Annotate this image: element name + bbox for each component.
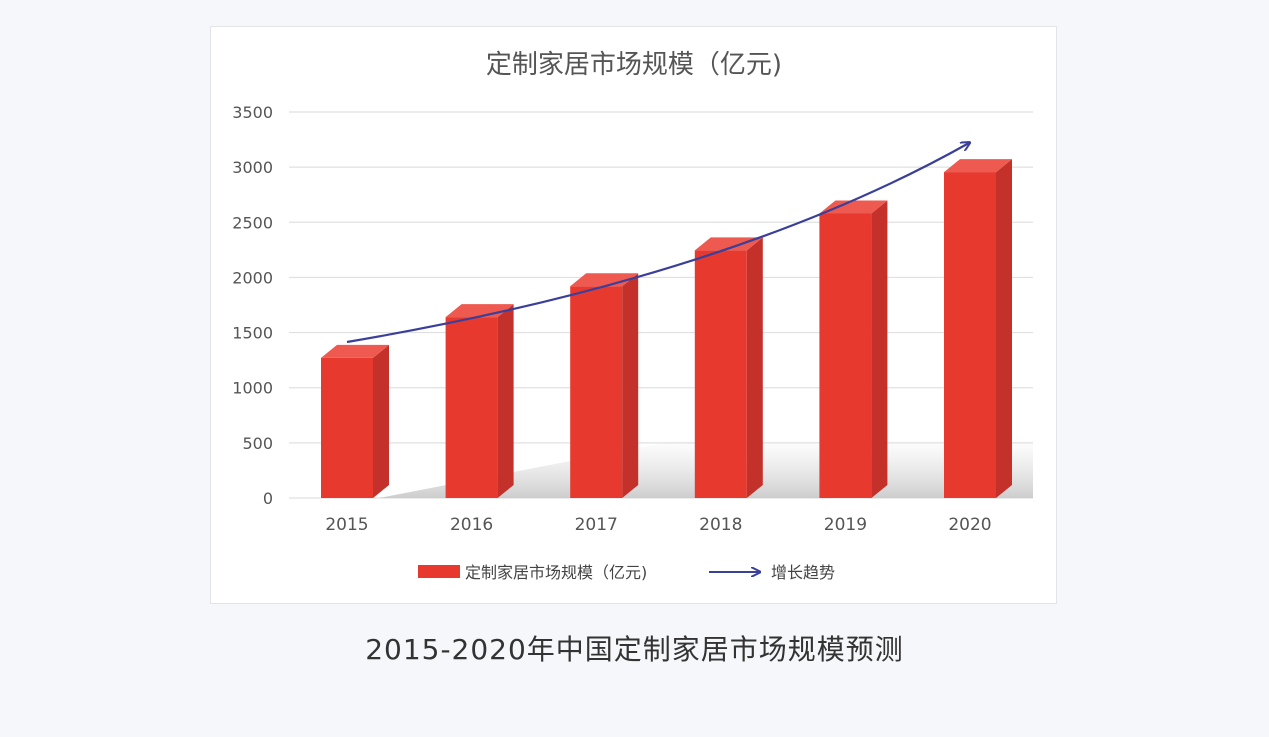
y-tick-label: 1000 — [232, 379, 273, 398]
x-tick-label: 2019 — [824, 515, 867, 535]
y-tick-label: 2500 — [232, 213, 273, 232]
bar — [944, 172, 996, 498]
bar-top — [694, 237, 763, 251]
bar-top — [321, 344, 389, 358]
x-tick-label: 2016 — [450, 515, 493, 535]
bar — [694, 250, 747, 498]
x-tick-label: 2020 — [948, 515, 991, 535]
trend-arrow — [346, 143, 969, 344]
y-tick-label: 3500 — [232, 103, 273, 122]
legend-label-trend: 增长趋势 — [771, 563, 835, 582]
y-tick-label: 500 — [242, 434, 273, 453]
bar-side — [497, 304, 514, 498]
chart-title: 定制家居市场规模（亿元) — [486, 50, 782, 80]
bar-top — [944, 159, 1012, 173]
y-tick-label: 1500 — [232, 324, 273, 343]
bar — [819, 213, 872, 498]
bar-side — [871, 200, 888, 498]
x-tick-label: 2017 — [575, 515, 618, 535]
bar-side — [373, 344, 389, 498]
bar — [445, 317, 498, 498]
chart-caption: 2015-2020年中国定制家居市场规模预测 — [365, 633, 904, 666]
x-tick-label: 2018 — [699, 515, 742, 535]
legend-swatch-bar — [418, 565, 460, 578]
bar — [321, 357, 373, 498]
bar-side — [622, 273, 639, 498]
bar-chart: 定制家居市场规模（亿元) 0 500 1000 1500 2000 2500 3000 3500… — [232, 50, 1033, 582]
bar-side — [996, 159, 1012, 498]
y-tick-label: 2000 — [232, 268, 273, 287]
y-tick-label: 0 — [263, 489, 273, 508]
legend-label-bar: 定制家居市场规模（亿元) — [465, 563, 647, 582]
chart-card: 定制家居市场规模（亿元) 0 500 1000 1500 2000 2500 3000 3500… — [210, 26, 1057, 604]
x-tick-label: 2015 — [325, 515, 368, 535]
bar-top — [570, 273, 639, 287]
bar-side — [746, 237, 763, 498]
bar — [570, 286, 623, 498]
bar-top — [819, 200, 888, 214]
y-tick-label: 3000 — [232, 158, 273, 177]
